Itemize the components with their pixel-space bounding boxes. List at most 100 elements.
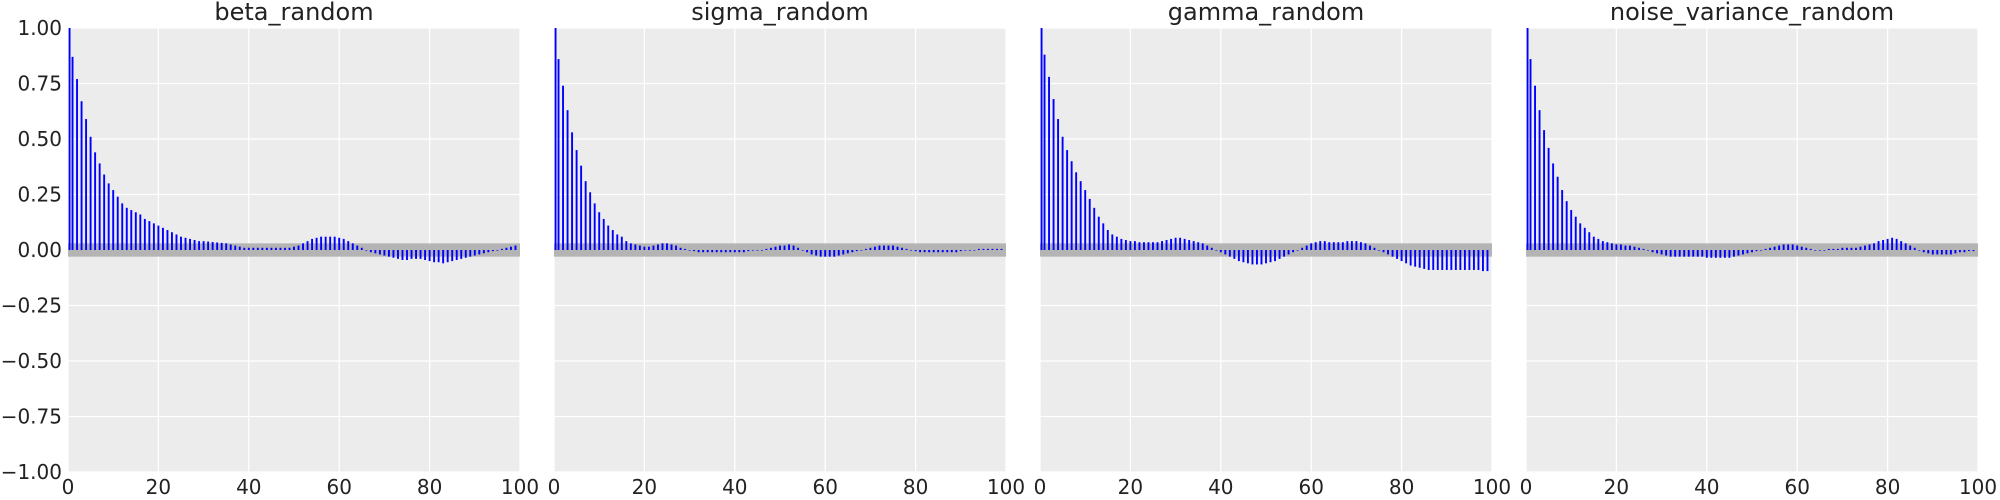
acf-bar bbox=[1814, 250, 1817, 251]
acf-bar bbox=[901, 247, 903, 250]
acf-bar bbox=[351, 243, 354, 250]
acf-bar bbox=[333, 236, 336, 250]
acf-bar bbox=[1561, 190, 1564, 250]
acf-bar bbox=[932, 250, 935, 253]
acf-bar bbox=[1701, 250, 1704, 257]
acf-bar bbox=[580, 165, 583, 250]
acf-bar bbox=[68, 28, 71, 250]
acf-bar bbox=[1850, 247, 1853, 250]
panel-title: noise_variance_random bbox=[1610, 0, 1894, 26]
acf-bar bbox=[1147, 242, 1150, 250]
acf-bar bbox=[442, 250, 445, 264]
acf-bar bbox=[1283, 250, 1286, 257]
acf-bar bbox=[1043, 54, 1046, 250]
acf-bar bbox=[161, 227, 164, 250]
acf-bar bbox=[324, 236, 327, 250]
acf-bar bbox=[1387, 250, 1389, 255]
acf-bar bbox=[959, 250, 962, 252]
acf-bar bbox=[620, 236, 623, 250]
x-tick-label: 60 bbox=[812, 475, 837, 499]
acf-bar bbox=[751, 250, 754, 251]
panel-title: gamma_random bbox=[1168, 0, 1365, 26]
acf-bar bbox=[928, 250, 931, 253]
acf-bar bbox=[1256, 250, 1258, 265]
acf-bar bbox=[1287, 250, 1290, 255]
acf-bar bbox=[1364, 243, 1367, 250]
acf-bar bbox=[392, 250, 395, 258]
acf-bar bbox=[1592, 236, 1595, 250]
acf-bar bbox=[1656, 250, 1659, 254]
acf-bar bbox=[505, 247, 508, 250]
acf-bar bbox=[1895, 238, 1898, 250]
acf-bar bbox=[1918, 250, 1921, 251]
acf-bar bbox=[1940, 250, 1943, 255]
acf-bar bbox=[584, 181, 587, 250]
acf-bar bbox=[1084, 190, 1087, 250]
acf-bar bbox=[1886, 238, 1889, 250]
acf-bar bbox=[1369, 245, 1371, 250]
acf-bar bbox=[738, 250, 741, 253]
acf-bar bbox=[1660, 250, 1663, 255]
x-tick-label: 0 bbox=[62, 475, 75, 499]
acf-bar bbox=[1958, 250, 1961, 253]
acf-bar bbox=[1805, 247, 1808, 250]
acf-bar bbox=[593, 203, 596, 250]
acf-bar bbox=[166, 230, 169, 250]
acf-bar bbox=[329, 236, 332, 250]
acf-bar bbox=[964, 250, 967, 251]
acf-bar bbox=[1823, 250, 1826, 251]
acf-bar bbox=[1124, 240, 1127, 250]
acf-bar bbox=[1968, 250, 1970, 252]
acf-bar bbox=[1450, 250, 1453, 270]
acf-bar bbox=[571, 132, 574, 250]
acf-bar bbox=[1651, 250, 1654, 253]
acf-bar bbox=[1237, 250, 1240, 262]
acf-bar bbox=[557, 59, 560, 250]
acf-bar bbox=[1355, 241, 1358, 250]
acf-bar bbox=[1665, 250, 1668, 256]
acf-bar bbox=[134, 212, 137, 250]
acf-bar bbox=[1769, 247, 1772, 250]
acf-bar bbox=[1687, 250, 1690, 257]
acf-bar bbox=[225, 243, 228, 250]
acf-bar bbox=[1683, 250, 1686, 257]
acf-bar bbox=[464, 250, 467, 258]
acf-bar bbox=[374, 250, 377, 254]
acf-bar bbox=[1192, 241, 1195, 250]
acf-bar bbox=[1219, 250, 1222, 253]
acf-bar bbox=[401, 250, 404, 260]
acf-bar bbox=[202, 241, 205, 250]
acf-bar bbox=[1170, 238, 1173, 250]
acf-bar bbox=[1233, 250, 1236, 259]
acf-bar bbox=[1197, 242, 1200, 250]
acf-bar bbox=[1472, 250, 1475, 270]
acf-bar bbox=[1751, 250, 1753, 253]
acf-bar bbox=[864, 248, 867, 250]
acf-bar bbox=[688, 250, 691, 251]
acf-bar bbox=[284, 247, 286, 250]
acf-bar bbox=[828, 250, 831, 257]
acf-bar bbox=[320, 236, 323, 250]
acf-bar bbox=[473, 250, 476, 256]
acf-bar bbox=[157, 225, 160, 250]
acf-bar bbox=[437, 250, 440, 263]
acf-bar bbox=[1615, 244, 1618, 250]
acf-bar bbox=[234, 245, 237, 250]
acf-bar bbox=[1800, 246, 1803, 250]
acf-bar bbox=[801, 250, 804, 251]
acf-bar bbox=[1097, 216, 1100, 250]
acf-bar bbox=[1732, 250, 1735, 257]
acf-bar bbox=[238, 246, 241, 250]
x-tick-label: 80 bbox=[417, 475, 442, 499]
acf-bar bbox=[1138, 242, 1141, 250]
acf-bar bbox=[1278, 250, 1281, 259]
acf-bar bbox=[293, 246, 295, 250]
acf-bar bbox=[1378, 250, 1380, 251]
acf-bar bbox=[487, 250, 490, 253]
acf-bar bbox=[855, 250, 858, 252]
acf-bar bbox=[883, 245, 885, 250]
acf-bar bbox=[1260, 250, 1263, 265]
acf-bar bbox=[71, 56, 74, 250]
acf-bar bbox=[207, 241, 210, 250]
panel-0: beta_random 0 20 40 60 80 100 1.00 0.75 0.50 0.25 0… bbox=[1, 0, 539, 499]
